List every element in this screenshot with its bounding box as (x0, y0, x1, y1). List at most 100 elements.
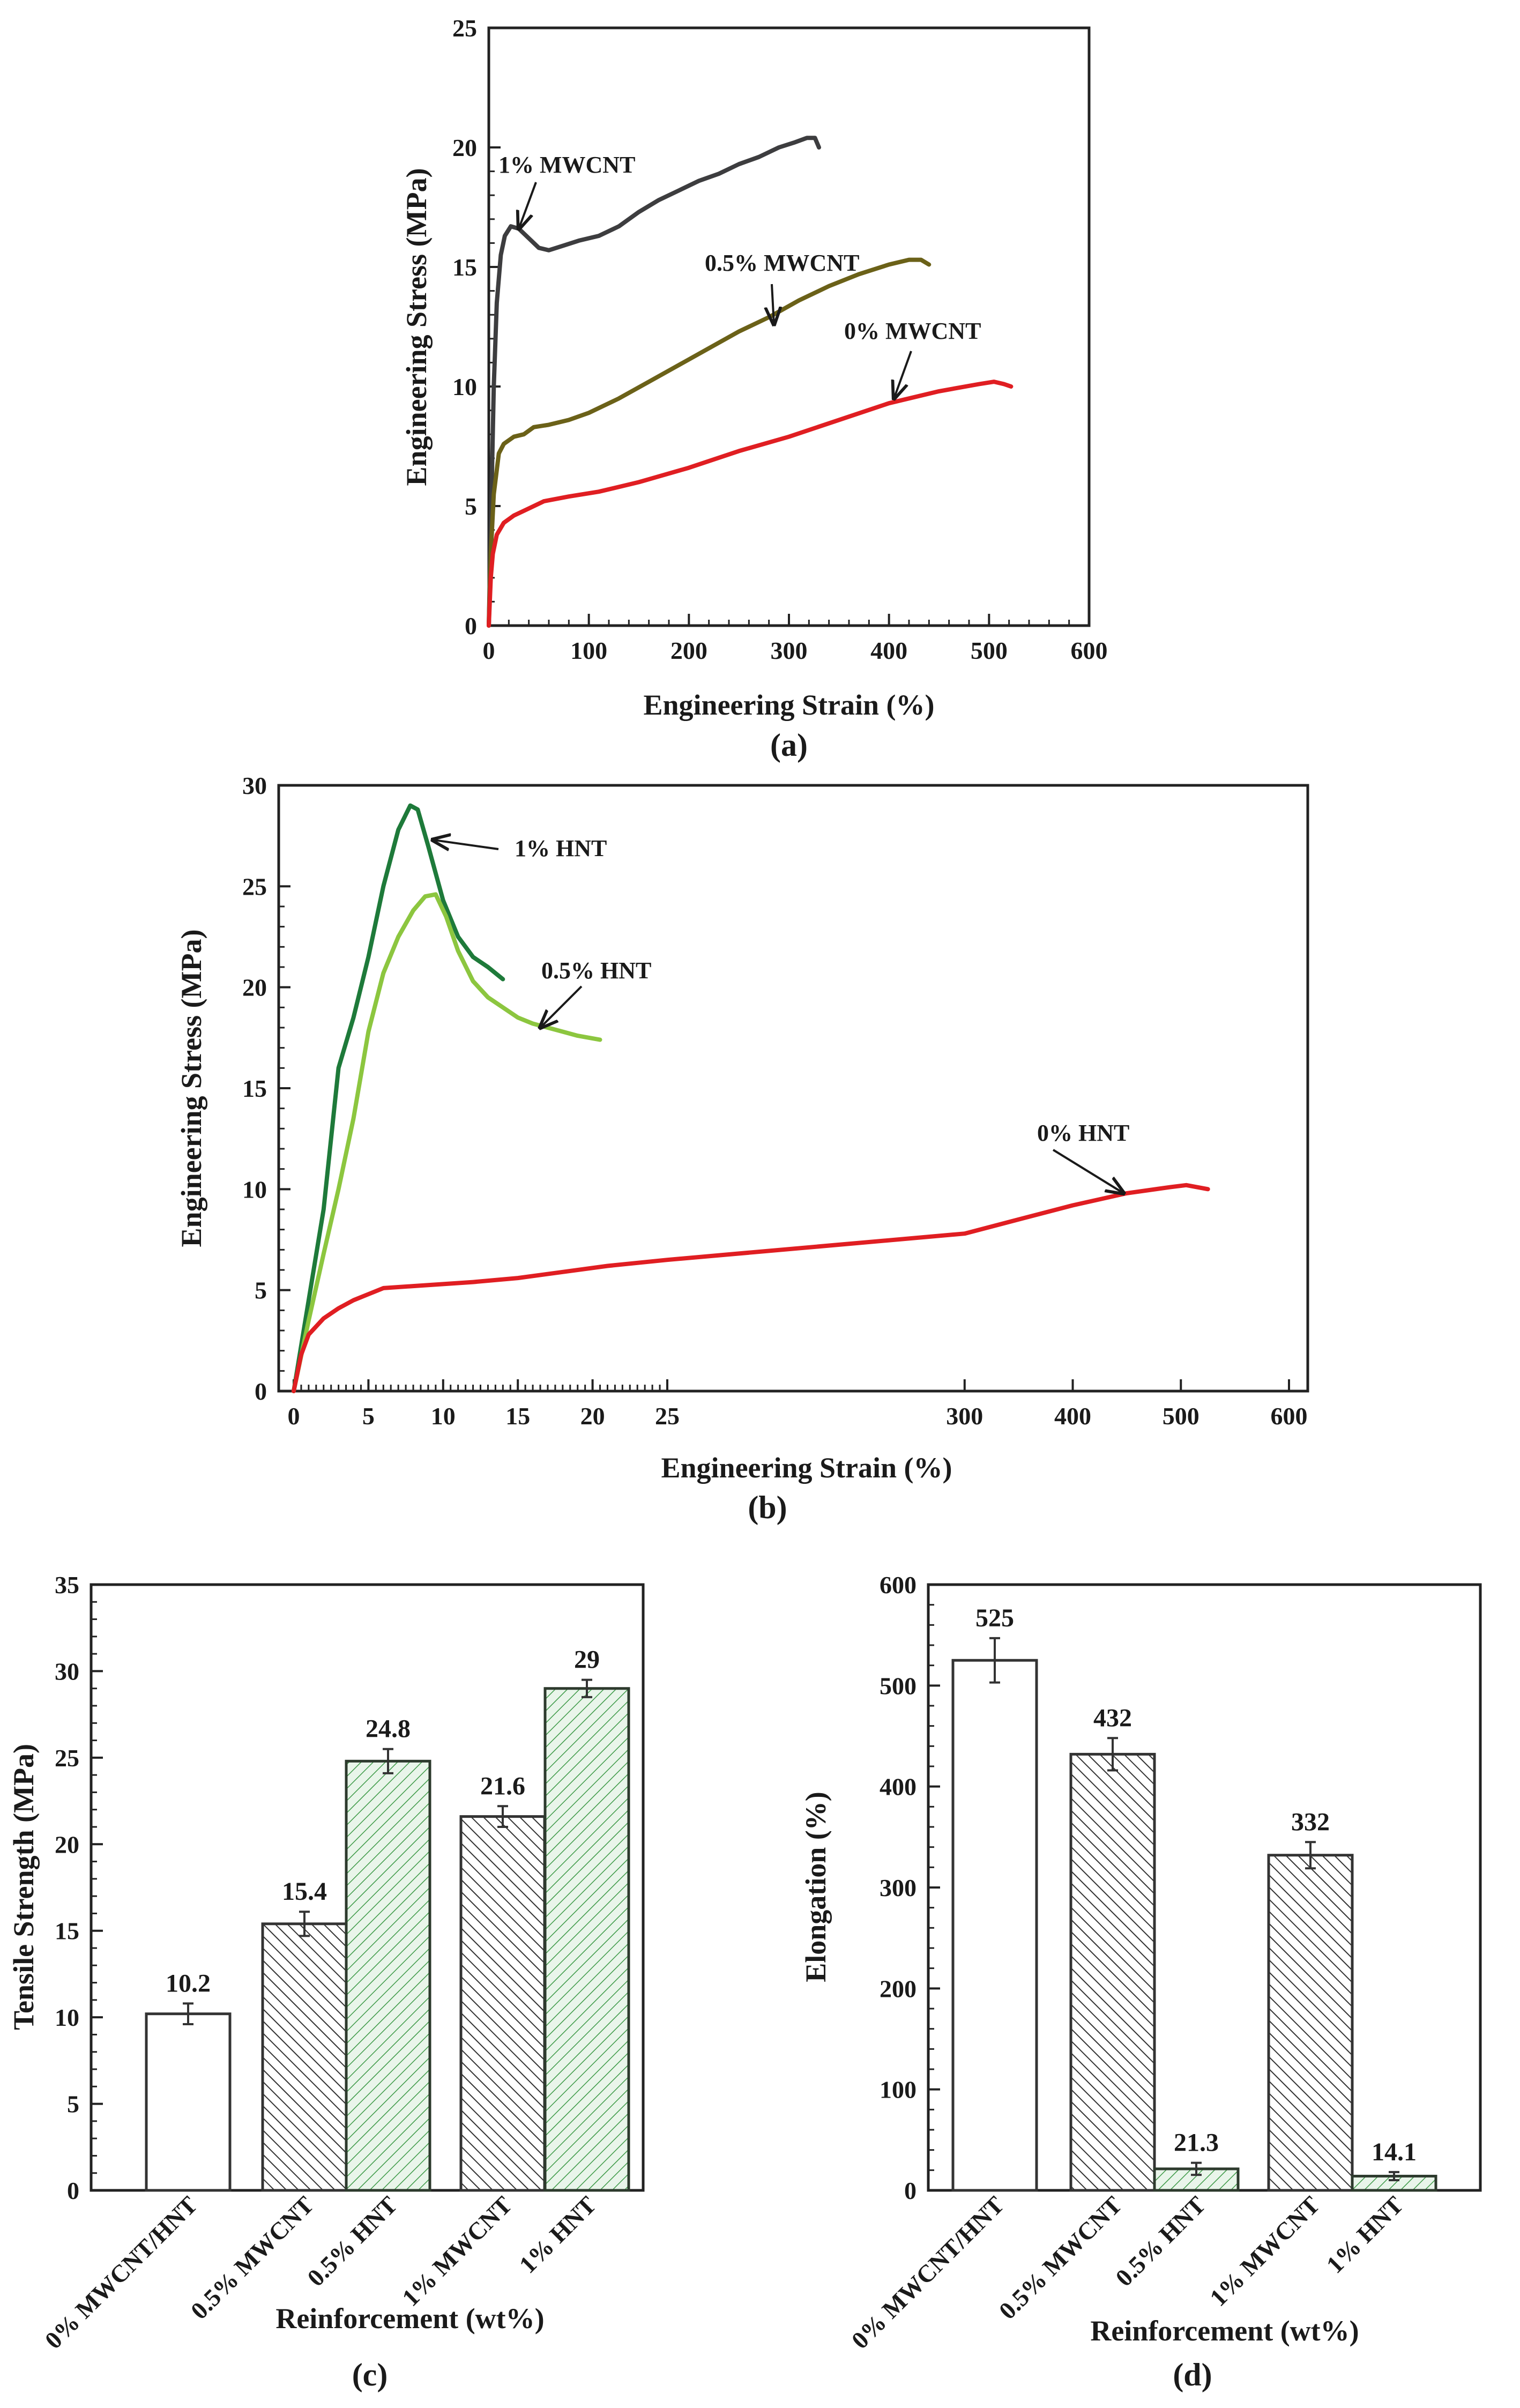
panel-c-value-label: 29 (574, 1646, 600, 1674)
panel-a-ylabel: Engineering Stress (MPa) (400, 168, 433, 486)
panel-b-xtick-label: 5 (362, 1402, 375, 1430)
panel-d-ytick-label: 600 (880, 1571, 917, 1599)
panel-a-annotations: 1% MWCNT 0.5% MWCNT 0% MWCNT (498, 152, 981, 398)
panel-a-annotation-label: 0.5% MWCNT (705, 250, 859, 276)
panel-c-ylabel: Tensile Strength (MPa) (8, 1744, 40, 2030)
panel-a-ytick-label: 15 (452, 254, 477, 281)
panel-b-annotation-arrow (433, 840, 499, 849)
panel-d-category-label: 0% MWCNT/HNT (846, 2191, 1009, 2354)
panel-c-bar (459, 1815, 546, 2192)
panel-d-label: (d) (1173, 2357, 1212, 2392)
panel-a-annotation-label: 1% MWCNT (498, 152, 635, 178)
panel-a-xlabel: Engineering Strain (%) (643, 689, 934, 721)
panel-b-xtick-label: 10 (431, 1402, 456, 1430)
panel-d-category-label: 0.5% HNT (1110, 2191, 1211, 2292)
panel-d-xlabel: Reinforcement (wt%) (1090, 2315, 1359, 2347)
panel-d-bar (1069, 1752, 1156, 2192)
panel-b-annotation-label: 0.5% HNT (541, 957, 651, 984)
panel-d-category-label: 1% MWCNT (1204, 2191, 1325, 2312)
panel-d-ylabel: Elongation (%) (800, 1792, 832, 1982)
panel-c-ytick-label: 30 (55, 1658, 79, 1685)
panel-a-xtick-label: 300 (771, 637, 808, 664)
panel-b-annotation-arrow (540, 985, 583, 1028)
panel-b-annotation-label: 1% HNT (515, 835, 607, 861)
panel-c-tensile-strength-bars: 0 5 10 15 20 25 30 35 10.2 0% MWCNT/HNT 15.4 0.5% … (8, 1571, 645, 2392)
panel-c-ytick-label: 35 (55, 1571, 79, 1599)
panel-d-elongation-bars: 0 100 200 300 400 500 600 525 0% MWCNT/HNT 432 0.… (800, 1571, 1482, 2392)
panel-b-xtick-label: 600 (1271, 1402, 1308, 1430)
panel-a-stress-strain-mwcnt: 0 5 10 15 20 25 0 100 200 300 400 500 600 1% MWCNT 0.… (400, 14, 1108, 763)
panel-d-bar (951, 1659, 1038, 2192)
panel-a-plot-frame (487, 26, 1091, 627)
panel-b-plot-frame (277, 784, 1309, 1393)
panel-d-value-label: 432 (1093, 1704, 1132, 1732)
panel-c-label: (c) (352, 2357, 388, 2392)
panel-d-ytick-label: 0 (904, 2177, 917, 2204)
panel-a-xtick-label: 600 (1071, 637, 1108, 664)
panel-b-ytick-label: 30 (242, 772, 267, 799)
panel-b-ytick-label: 0 (255, 1378, 267, 1405)
panel-b-ytick-label: 10 (242, 1176, 267, 1203)
panel-d-ytick-label: 500 (880, 1672, 917, 1699)
panel-d-ticks: 0 100 200 300 400 500 600 (880, 1571, 940, 2204)
panel-a-annotation-arrow (894, 351, 912, 398)
panel-d-ytick-label: 200 (880, 1975, 917, 2002)
panel-b-annotation-arrow (1052, 1149, 1123, 1193)
panel-b-xlabel: Engineering Strain (%) (661, 1452, 952, 1484)
panel-b-label: (b) (748, 1490, 787, 1525)
panel-b-ytick-label: 15 (242, 1075, 267, 1102)
panel-b-ytick-label: 25 (242, 873, 267, 900)
panel-a-ticks: 0 5 10 15 20 25 0 100 200 300 400 500 600 (452, 14, 1108, 664)
panel-c-category-label: 0.5% HNT (302, 2191, 403, 2292)
panel-d-bar (1267, 1854, 1354, 2192)
panel-c-bar (145, 2012, 232, 2192)
panel-b-xtick-label: 0 (288, 1402, 300, 1430)
panel-d-ytick-label: 300 (880, 1874, 917, 1901)
panel-a-ytick-label: 25 (452, 14, 477, 42)
panel-c-value-label: 21.6 (480, 1772, 525, 1800)
panel-b-series (292, 803, 1210, 1393)
panel-a-ytick-label: 20 (452, 134, 477, 161)
panel-b-xtick-label: 500 (1163, 1402, 1199, 1430)
panel-d-bars: 525 0% MWCNT/HNT 432 0.5% MWCNT 21.3 0.5% HNT… (846, 1604, 1437, 2354)
panel-d-ytick-label: 100 (880, 2076, 917, 2104)
panel-c-ytick-label: 20 (55, 1831, 79, 1858)
panel-a-xtick-label: 200 (670, 637, 707, 664)
panel-c-value-label: 15.4 (282, 1877, 327, 1906)
panel-a-ytick-label: 5 (465, 493, 477, 520)
panel-c-category-label: 1% HNT (514, 2191, 601, 2278)
panel-d-ytick-label: 400 (880, 1773, 917, 1801)
panel-d-category-label: 1% HNT (1321, 2191, 1409, 2278)
panel-b-xtick-label: 300 (946, 1402, 983, 1430)
panel-b-xtick-label: 400 (1054, 1402, 1091, 1430)
panel-c-bar (261, 1922, 348, 2192)
panel-b-ylabel: Engineering Stress (MPa) (175, 930, 207, 1247)
panel-d-value-label: 332 (1291, 1808, 1330, 1836)
panel-c-bar (345, 1759, 431, 2192)
panel-a-xtick-label: 100 (570, 637, 607, 664)
panel-c-ytick-label: 10 (55, 2004, 79, 2031)
panel-a-series-line (487, 380, 1014, 628)
panel-d-value-label: 14.1 (1372, 2138, 1417, 2166)
panel-b-xtick-label: 15 (505, 1402, 530, 1430)
panel-c-ticks: 0 5 10 15 20 25 30 35 (55, 1571, 103, 2204)
panel-a-xtick-label: 0 (483, 637, 495, 664)
panel-d-value-label: 525 (975, 1604, 1014, 1632)
panel-c-xlabel: Reinforcement (wt%) (275, 2302, 544, 2335)
panel-c-category-label: 0% MWCNT/HNT (40, 2191, 203, 2354)
panel-c-ytick-label: 15 (55, 1918, 79, 1945)
panel-b-annotation-label: 0% HNT (1037, 1120, 1129, 1146)
panel-a-series (487, 136, 1014, 628)
panel-c-bar (543, 1687, 630, 2192)
panel-a-ytick-label: 10 (452, 373, 477, 400)
panel-b-annotations: 1% HNT 0.5% HNT 0% HNT (433, 835, 1129, 1193)
panel-b-xtick-label: 20 (580, 1402, 605, 1430)
panel-b-xtick-label: 25 (655, 1402, 680, 1430)
panel-a-ytick-label: 0 (465, 612, 477, 640)
panel-c-value-label: 10.2 (166, 1969, 211, 1997)
panel-a-series-line (487, 136, 821, 628)
panel-d-value-label: 21.3 (1174, 2129, 1219, 2157)
